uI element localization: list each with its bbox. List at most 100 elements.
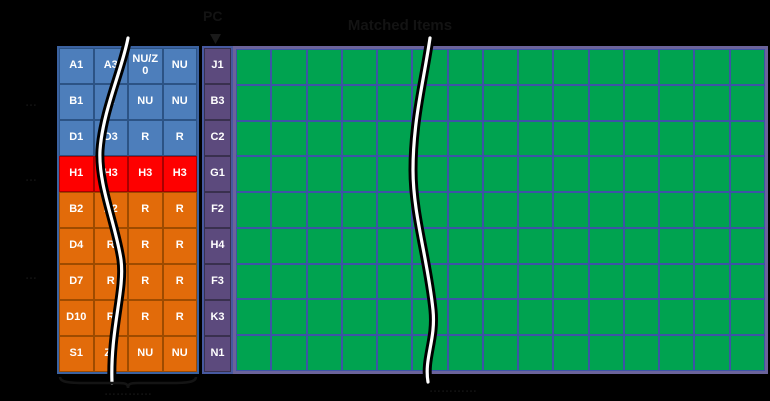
left-grid-cell: NU — [162, 84, 197, 120]
left-grid-cell: Z0 — [93, 336, 128, 372]
left-grid-cell: R — [162, 228, 197, 264]
green-grid-cell — [518, 263, 554, 300]
green-grid-cell — [341, 299, 378, 336]
green-grid-cell — [553, 84, 589, 121]
green-grid-cell — [588, 120, 624, 157]
pc-column-cell: J1 — [204, 48, 231, 84]
green-grid-cell — [623, 120, 660, 157]
green-grid-cell — [553, 49, 589, 85]
green-grid-cell — [306, 263, 342, 300]
green-grid-cell — [659, 335, 695, 371]
green-grid-cell — [447, 120, 483, 157]
green-grid-cell — [623, 299, 660, 336]
green-grid-cell — [623, 156, 660, 193]
green-grid-cell — [694, 263, 730, 300]
green-grid-cell — [694, 84, 730, 121]
left-grid-cell: R — [162, 264, 197, 300]
left-grid-cell: H3 — [162, 156, 197, 192]
green-grid-cell — [447, 192, 483, 228]
left-grid-cell: R — [93, 84, 128, 120]
left-band-label-orange: … — [25, 268, 37, 282]
green-grid-cell — [412, 263, 448, 300]
green-grid-cell — [306, 49, 342, 85]
left-grid-cell: H1 — [59, 156, 94, 192]
green-grid-cell — [518, 49, 554, 85]
green-grid-cell — [271, 49, 307, 85]
green-grid-cell — [412, 156, 448, 193]
left-grid: A1 A3 NU/Z0 NU B1 R NU NU D1 D3 R R H1 H3 H3 H3 B2 D2 R R D4… — [57, 46, 199, 374]
green-grid-cell — [236, 49, 272, 85]
green-grid-cell — [588, 299, 624, 336]
footer-center-label: ………… — [429, 381, 477, 395]
green-grid-cell — [236, 192, 272, 228]
green-grid-cell — [694, 156, 730, 193]
green-grid-cell — [236, 335, 272, 371]
green-grid-cell — [518, 192, 554, 228]
green-grid-cell — [271, 263, 307, 300]
green-grid-cell — [729, 299, 765, 336]
green-grid-cell — [623, 263, 660, 300]
left-grid-cell: R — [93, 228, 128, 264]
green-grid-cell — [447, 263, 483, 300]
green-grid-cell — [447, 49, 483, 85]
left-band-label-red: … — [25, 170, 37, 184]
left-grid-cell: R — [128, 300, 163, 336]
left-grid-cell: R — [93, 264, 128, 300]
green-grid-cell — [553, 227, 589, 264]
green-grid-cell — [659, 263, 695, 300]
left-grid-cell: A3 — [93, 48, 128, 84]
green-grid-cell — [729, 156, 765, 193]
green-grid-cell — [236, 84, 272, 121]
pc-column-cell: F3 — [204, 264, 231, 300]
green-grid-cell — [341, 192, 378, 228]
left-grid-cell: NU — [128, 84, 163, 120]
pc-column-cell: F2 — [204, 192, 231, 228]
green-grid-cell — [659, 299, 695, 336]
footer-left-label: ………… — [104, 384, 152, 398]
green-grid-cell — [518, 156, 554, 193]
green-grid-cell — [306, 227, 342, 264]
page-title: Matched Items — [347, 17, 453, 34]
pc-arrow-icon — [210, 34, 221, 44]
green-grid-cell — [588, 49, 624, 85]
green-grid-cell — [447, 335, 483, 371]
green-grid-cell — [377, 156, 413, 193]
green-grid-cell — [482, 49, 519, 85]
green-grid-cell — [306, 335, 342, 371]
left-grid-cell: H3 — [128, 156, 163, 192]
green-grid-cell — [412, 84, 448, 121]
green-grid-cell — [623, 49, 660, 85]
green-grid-cell — [659, 227, 695, 264]
green-grid-cell — [271, 156, 307, 193]
green-grid-cell — [306, 120, 342, 157]
green-grid-cell — [482, 156, 519, 193]
green-grid-cell — [271, 299, 307, 336]
green-grid — [233, 46, 768, 374]
green-grid-cell — [588, 192, 624, 228]
left-grid-cell: D3 — [93, 120, 128, 156]
left-grid-cell: R — [162, 192, 197, 228]
green-grid-cell — [694, 192, 730, 228]
green-grid-cell — [482, 120, 519, 157]
green-grid-cell — [553, 299, 589, 336]
green-grid-cell — [341, 227, 378, 264]
green-grid-cell — [341, 49, 378, 85]
left-grid-cell: NU/Z0 — [128, 48, 163, 84]
green-grid-cell — [518, 335, 554, 371]
left-grid-cell: NU — [128, 336, 163, 372]
left-band-label-blue: … — [25, 95, 37, 109]
green-grid-cell — [623, 84, 660, 121]
green-grid-cell — [553, 335, 589, 371]
green-grid-cell — [412, 120, 448, 157]
left-grid-cell: D1 — [59, 120, 94, 156]
green-grid-cell — [447, 156, 483, 193]
green-grid-cell — [447, 227, 483, 264]
green-grid-cell — [553, 120, 589, 157]
green-grid-cell — [729, 335, 765, 371]
green-grid-cell — [306, 84, 342, 121]
green-grid-cell — [694, 227, 730, 264]
green-grid-cell — [518, 84, 554, 121]
green-grid-cell — [236, 227, 272, 264]
left-grid-cell: A1 — [59, 48, 94, 84]
